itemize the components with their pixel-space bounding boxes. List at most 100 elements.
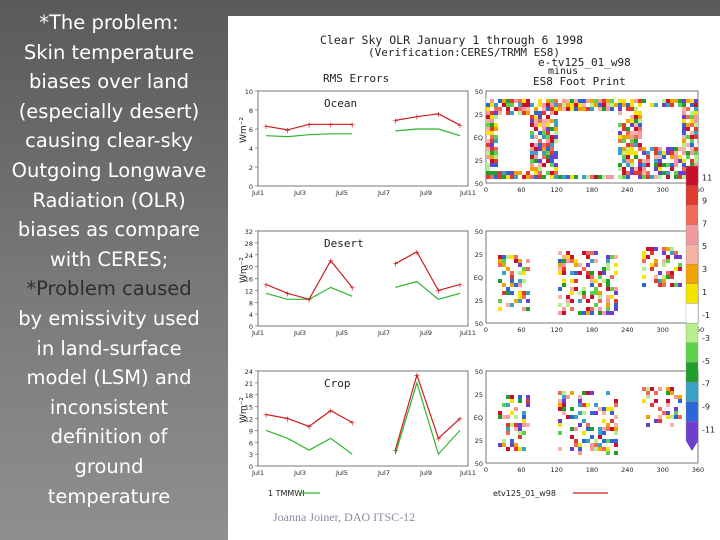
map-cell	[506, 431, 510, 435]
map-cell	[594, 279, 598, 283]
map-lon-tick: 0	[484, 186, 488, 194]
map-cell	[526, 171, 530, 175]
map-cell	[558, 259, 562, 263]
map-cell	[558, 103, 562, 107]
map-cell	[658, 163, 662, 167]
map-cell	[618, 163, 622, 167]
map-cell	[506, 103, 510, 107]
map-cell	[682, 115, 686, 119]
map-cell	[694, 99, 698, 103]
map-cell	[618, 147, 622, 151]
map-cell	[526, 111, 530, 115]
map-cell	[542, 163, 546, 167]
map-cell	[690, 123, 694, 127]
chart-legend: 1 TMMWI etv125_01_w98	[268, 489, 608, 498]
map-cell	[534, 151, 538, 155]
chart-x-tick-label: Jul5	[335, 329, 348, 337]
map-cell	[522, 267, 526, 271]
map-cell	[630, 123, 634, 127]
map-cell	[626, 107, 630, 111]
map-cell	[550, 151, 554, 155]
red-series-point: +	[327, 120, 334, 129]
map-cell	[574, 451, 578, 455]
map-cell	[686, 103, 690, 107]
map-cell	[538, 123, 542, 127]
map-cell	[646, 255, 650, 259]
map-cell	[634, 119, 638, 123]
map-cell	[598, 175, 602, 179]
map-cell	[506, 99, 510, 103]
map-cell	[538, 167, 542, 171]
map-cell	[538, 131, 542, 135]
map-lon-tick: 0	[484, 326, 488, 334]
map-cell	[670, 275, 674, 279]
map-cell	[554, 139, 558, 143]
map-cell	[566, 99, 570, 103]
map-cell	[530, 143, 534, 147]
map-cell	[642, 151, 646, 155]
map-cell	[606, 287, 610, 291]
map-cell	[626, 131, 630, 135]
map-cell	[486, 139, 490, 143]
map-cell	[494, 175, 498, 179]
map-cell	[614, 299, 618, 303]
slide-text-line: in land-surface	[36, 336, 182, 360]
map-cell	[662, 103, 666, 107]
map-cell	[658, 279, 662, 283]
map-cell	[606, 435, 610, 439]
map-cell	[654, 391, 658, 395]
map-cell	[630, 135, 634, 139]
map-cell	[498, 299, 502, 303]
map-cell	[542, 135, 546, 139]
map-cell	[598, 99, 602, 103]
map-cell	[606, 303, 610, 307]
map-cell	[538, 147, 542, 151]
map-cell	[602, 447, 606, 451]
map-cell	[570, 307, 574, 311]
map-cell	[594, 175, 598, 179]
map-cell	[634, 111, 638, 115]
map-cell	[534, 111, 538, 115]
map-cell	[694, 103, 698, 107]
map-cell	[662, 279, 666, 283]
map-cell	[638, 119, 642, 123]
map-cell	[502, 271, 506, 275]
map-cell	[682, 151, 686, 155]
map-cell	[678, 283, 682, 287]
map-cell	[506, 395, 510, 399]
map-cell	[486, 99, 490, 103]
slide-text-line: causing clear-sky	[25, 129, 193, 153]
map-cell	[498, 259, 502, 263]
map-lat-tick: 50	[475, 320, 483, 328]
map-cell	[594, 259, 598, 263]
map-cell	[654, 419, 658, 423]
map-cell	[686, 135, 690, 139]
map-lat-tick: 25	[475, 251, 483, 259]
map-cell	[538, 143, 542, 147]
map-cell	[642, 267, 646, 271]
map-cell	[690, 159, 694, 163]
map-cell	[514, 175, 518, 179]
map-cell	[578, 99, 582, 103]
map-cell	[582, 295, 586, 299]
map-cell	[578, 291, 582, 295]
map-cell	[514, 415, 518, 419]
map-cell	[498, 287, 502, 291]
map-cell	[538, 175, 542, 179]
red-series-point: +	[392, 116, 399, 125]
chart-x-tick-label: Jul5	[335, 469, 348, 477]
map-cell	[510, 99, 514, 103]
map-cell	[598, 295, 602, 299]
map-cell	[602, 99, 606, 103]
map-cell	[630, 107, 634, 111]
map-cell	[562, 271, 566, 275]
map-cell	[526, 399, 530, 403]
colorbar-label: -7	[702, 380, 710, 389]
colorbar-swatch	[685, 264, 699, 285]
map-cell	[522, 111, 526, 115]
map-cell	[502, 99, 506, 103]
red-series-point: +	[263, 280, 270, 289]
map-cell	[498, 175, 502, 179]
